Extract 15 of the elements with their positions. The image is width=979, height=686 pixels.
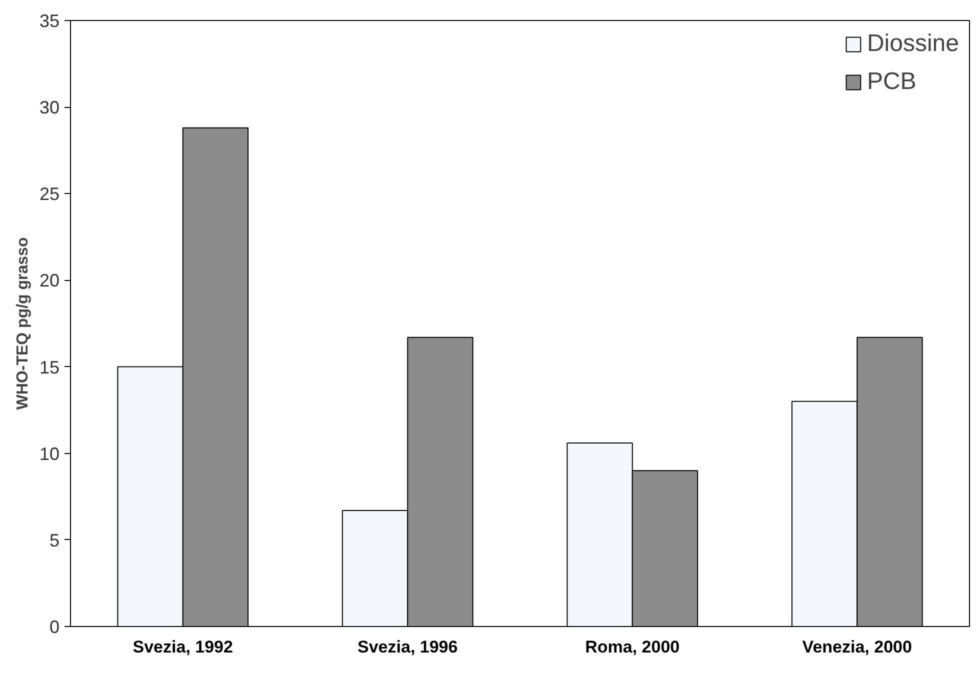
- y-tick-label: 25: [39, 184, 60, 204]
- x-tick-label: Roma, 2000: [585, 638, 680, 656]
- y-tick-label: 30: [39, 98, 60, 118]
- y-tick-label: 35: [39, 11, 60, 31]
- y-tick-label: 5: [49, 530, 60, 550]
- y-tick-label: 10: [39, 444, 60, 464]
- y-tick-label: 15: [39, 357, 60, 378]
- x-tick-label: Svezia, 1992: [132, 638, 233, 656]
- x-tick-label: Svezia, 1996: [358, 638, 458, 656]
- legend-label: PCB: [866, 68, 916, 96]
- legend-label: Diossine: [866, 30, 959, 58]
- x-tick-label: Venezia, 2000: [802, 638, 912, 656]
- y-tick-label: 0: [49, 617, 60, 637]
- y-axis-title: WHO-TEQ pg/g grasso: [14, 237, 32, 410]
- y-tick-label: 20: [39, 270, 60, 291]
